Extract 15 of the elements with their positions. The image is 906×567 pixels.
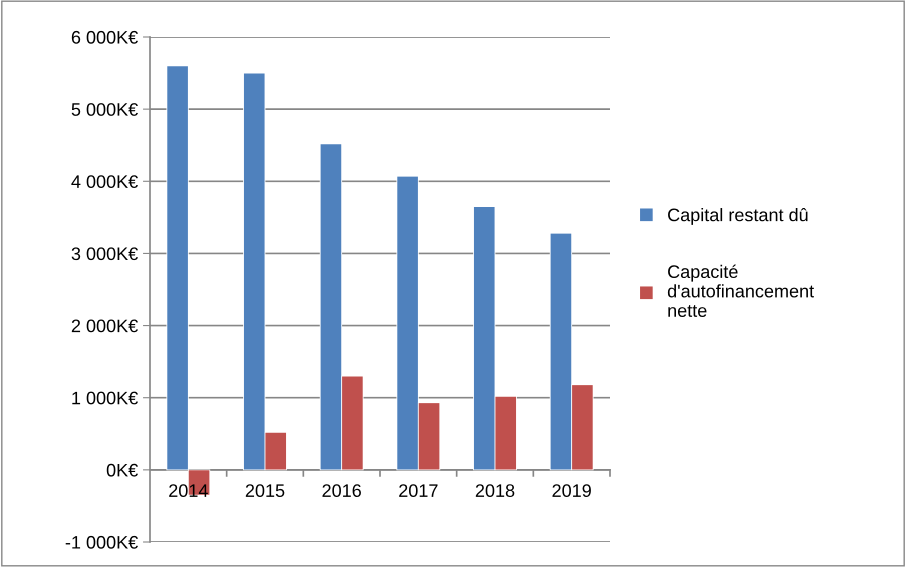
x-tick-label: 2018 <box>476 484 514 498</box>
x-tick-label: 2017 <box>399 484 438 498</box>
legend-label: Capacité d'autofinancement nette <box>668 264 814 317</box>
x-tick-label: 2015 <box>246 484 284 498</box>
y-tick-label: 1 000K€ <box>72 392 138 404</box>
y-tick-label: 0K€ <box>106 464 138 477</box>
y-tick-label: 4 000K€ <box>71 175 138 188</box>
y-tick-label: 2 000K€ <box>72 320 138 332</box>
x-tick-label: 2019 <box>552 484 591 498</box>
x-tick-label: 2016 <box>322 484 361 498</box>
y-tick-label: -1 000K€ <box>66 536 138 549</box>
y-tick-label: 6 000K€ <box>72 30 138 44</box>
y-tick-label: 3 000K€ <box>72 247 138 260</box>
legend-label: Capital restant dû <box>668 208 808 225</box>
y-tick-label: 5 000K€ <box>72 103 138 116</box>
